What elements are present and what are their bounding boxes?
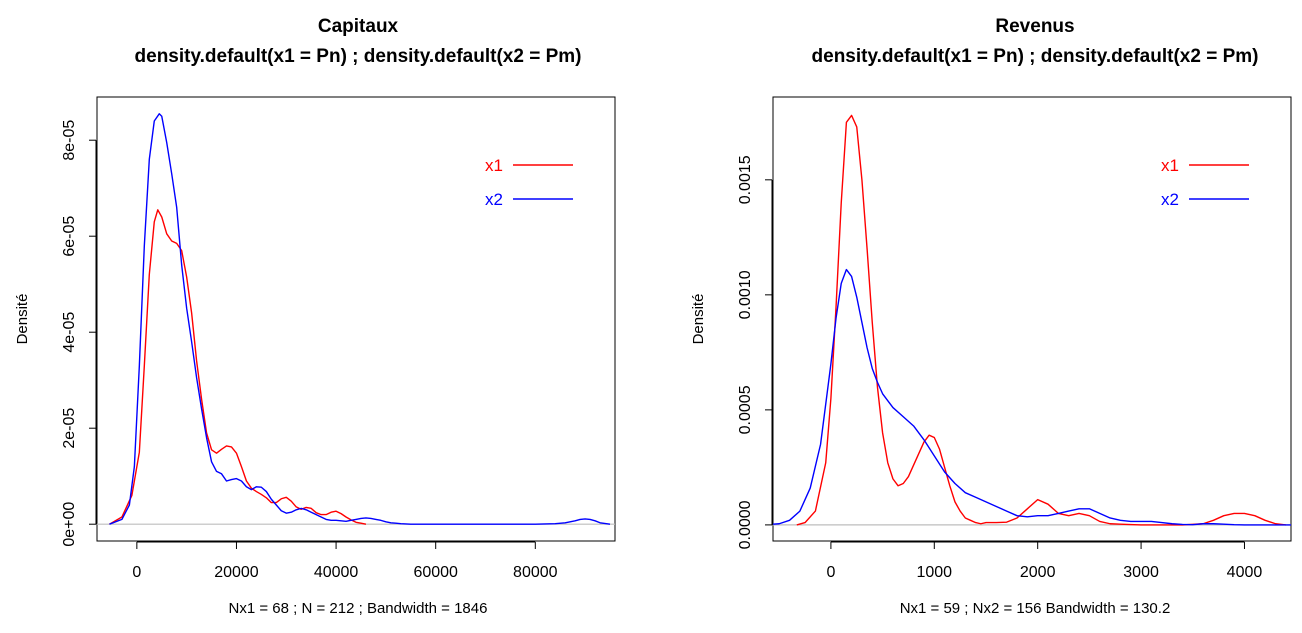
x-tick-label: 40000: [314, 564, 359, 581]
chart-subtitle: density.default(x1 = Pn) ; density.defau…: [135, 46, 582, 67]
y-tick-label: 0e+00: [61, 502, 78, 547]
legend-label-x1: x1: [1161, 156, 1179, 175]
y-tick-label: 0.0005: [737, 385, 754, 434]
chart-panel-capitaux: Capitaux density.default(x1 = Pn) ; dens…: [14, 16, 616, 617]
x-tick-label: 20000: [214, 564, 259, 581]
y-axis: 0e+00 2e-05 4e-05 6e-05 8e-05: [61, 120, 97, 547]
x-tick-label: 0: [132, 564, 141, 581]
legend-label-x2: x2: [1161, 190, 1179, 209]
y-tick-label: 8e-05: [61, 120, 78, 161]
series-line-x2: [109, 113, 611, 525]
x-axis-label: Nx1 = 59 ; Nx2 = 156 Bandwidth = 130.2: [900, 600, 1171, 617]
plot-area: [772, 114, 1291, 526]
plot-area: [97, 113, 615, 525]
series-line-x1: [796, 114, 1286, 526]
x-tick-label: 0: [826, 564, 835, 581]
chart-title: Capitaux: [318, 16, 399, 37]
x-tick-label: 80000: [513, 564, 558, 581]
x-tick-label: 4000: [1227, 564, 1263, 581]
chart-title: Revenus: [995, 16, 1074, 37]
y-tick-label: 4e-05: [61, 312, 78, 353]
x-tick-label: 2000: [1020, 564, 1056, 581]
series-line-x1: [109, 209, 367, 525]
x-tick-label: 1000: [916, 564, 952, 581]
y-axis-label: Densité: [14, 294, 31, 345]
chart-panel-revenus: Revenus density.default(x1 = Pn) ; densi…: [690, 16, 1292, 617]
chart-subtitle: density.default(x1 = Pn) ; density.defau…: [812, 46, 1259, 67]
y-axis: 0.0000 0.0005 0.0010 0.0015: [737, 155, 773, 549]
y-tick-label: 0.0010: [737, 270, 754, 319]
plot-frame: [772, 96, 1292, 542]
series-line-x2: [772, 268, 1291, 526]
y-tick-label: 6e-05: [61, 216, 78, 257]
x-axis: 0 20000 40000 60000 80000: [132, 541, 558, 581]
x-tick-label: 3000: [1123, 564, 1159, 581]
y-tick-label: 0.0000: [737, 500, 754, 549]
y-tick-label: 0.0015: [737, 155, 754, 204]
y-tick-label: 2e-05: [61, 408, 78, 449]
x-tick-label: 60000: [413, 564, 458, 581]
plot-frame: [96, 96, 616, 542]
x-axis-label: Nx1 = 68 ; N = 212 ; Bandwidth = 1846: [229, 600, 488, 617]
y-axis-label: Densité: [690, 294, 707, 345]
legend: x1 x2: [485, 156, 573, 209]
x-axis: 0 1000 2000 3000 4000: [826, 541, 1263, 581]
legend: x1 x2: [1161, 156, 1249, 209]
legend-label-x1: x1: [485, 156, 503, 175]
legend-label-x2: x2: [485, 190, 503, 209]
